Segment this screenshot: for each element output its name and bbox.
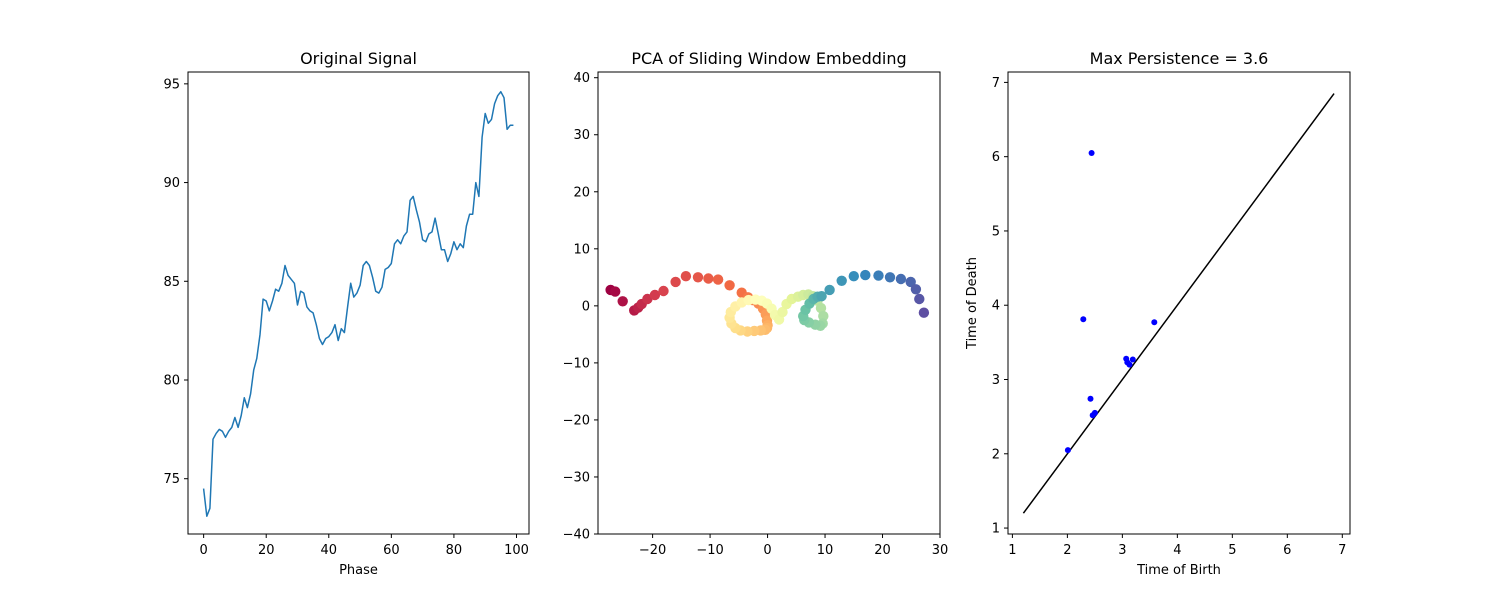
scatter-point bbox=[910, 284, 922, 295]
chart-title: Max Persistence = 3.6 bbox=[1090, 49, 1269, 68]
scatter-point bbox=[895, 273, 907, 285]
chart-title: Original Signal bbox=[300, 49, 417, 68]
x-tick-label: −20 bbox=[639, 543, 666, 558]
y-tick-label: 1 bbox=[992, 522, 1000, 537]
y-tick-label: 90 bbox=[163, 176, 180, 191]
x-tick-label: 2 bbox=[1063, 543, 1071, 558]
signal-panel: 0 20 40 60 80 100 75 80 85 90 95 Original Signal Pha… bbox=[163, 49, 530, 578]
scatter-point bbox=[703, 273, 714, 284]
scatter-point bbox=[884, 272, 896, 283]
y-tick-label: 0 bbox=[582, 299, 590, 314]
scatter-point bbox=[860, 269, 871, 281]
y-tick-label: 80 bbox=[163, 374, 180, 389]
x-tick-label: 7 bbox=[1338, 543, 1346, 558]
y-tick-label: 5 bbox=[992, 224, 1000, 239]
persistence-point bbox=[1088, 150, 1095, 156]
scatter-point bbox=[873, 270, 884, 281]
scatter-point bbox=[670, 276, 681, 288]
y-tick-label: −40 bbox=[563, 528, 590, 543]
x-tick-label: 30 bbox=[932, 543, 949, 558]
x-tick-label: 20 bbox=[258, 543, 275, 558]
y-tick-label: −20 bbox=[563, 413, 590, 428]
pca-panel: −20 −10 0 10 20 30 −40 −30 −20 −10 0 10 20 30 40 PCA of… bbox=[563, 49, 949, 558]
y-tick-label: −30 bbox=[563, 470, 590, 485]
scatter-point bbox=[724, 280, 735, 291]
plot-area bbox=[202, 90, 514, 517]
y-tick-label: 85 bbox=[163, 275, 180, 290]
y-tick-label: 2 bbox=[992, 447, 1000, 462]
persistence-point bbox=[1126, 361, 1133, 368]
x-tick-label: 0 bbox=[763, 543, 771, 558]
scatter-point bbox=[815, 302, 827, 314]
chart-title: PCA of Sliding Window Embedding bbox=[631, 49, 906, 68]
scatter-point bbox=[610, 286, 621, 297]
persistence-point bbox=[1151, 319, 1158, 326]
diagonal-line bbox=[1022, 93, 1335, 514]
x-tick-label: 60 bbox=[383, 543, 400, 558]
scatter-point bbox=[649, 289, 661, 301]
scatter-point bbox=[914, 293, 925, 305]
scatter-point bbox=[918, 307, 930, 318]
y-tick-label: 30 bbox=[573, 128, 590, 143]
scatter-point bbox=[824, 284, 835, 296]
y-tick-label: 6 bbox=[992, 150, 1000, 165]
x-tick-label: 10 bbox=[817, 543, 834, 558]
x-tick-label: 100 bbox=[504, 543, 529, 558]
x-tick-label: 3 bbox=[1118, 543, 1126, 558]
y-tick-label: 95 bbox=[163, 77, 180, 92]
y-tick-label: 4 bbox=[992, 299, 1000, 314]
x-tick-label: 4 bbox=[1173, 543, 1181, 558]
scatter-point bbox=[818, 310, 829, 322]
x-tick-label: 0 bbox=[200, 543, 208, 558]
plot-area bbox=[605, 269, 930, 337]
x-axis-label: Phase bbox=[339, 563, 378, 578]
scatter-point bbox=[905, 276, 916, 288]
persistence-point bbox=[1087, 395, 1094, 402]
scatter-point bbox=[617, 296, 628, 307]
scatter-point bbox=[680, 271, 692, 282]
x-tick-label: 6 bbox=[1283, 543, 1291, 558]
scatter-point bbox=[712, 274, 724, 285]
y-tick-label: −10 bbox=[563, 356, 590, 371]
persistence-point bbox=[1064, 447, 1071, 454]
y-tick-label: 75 bbox=[163, 472, 180, 487]
scatter-point bbox=[836, 275, 847, 286]
x-axis-label: Time of Birth bbox=[1136, 563, 1221, 578]
scatter-point bbox=[692, 272, 704, 283]
y-tick-label: 7 bbox=[992, 76, 1000, 91]
scatter-point bbox=[777, 306, 788, 318]
plot-area bbox=[1022, 93, 1335, 514]
x-tick-label: 80 bbox=[446, 543, 463, 558]
scatter-point bbox=[848, 271, 859, 282]
persistence-panel: 1 2 3 4 5 6 7 1 2 3 4 5 6 7 Max Persistence = 3.6 Time … bbox=[965, 49, 1351, 578]
y-tick-label: 3 bbox=[992, 373, 1000, 388]
y-tick-label: 40 bbox=[573, 71, 590, 86]
x-tick-label: −10 bbox=[696, 543, 723, 558]
y-tick-label: 20 bbox=[573, 185, 590, 200]
x-tick-label: 20 bbox=[874, 543, 891, 558]
signal-line bbox=[202, 90, 514, 517]
scatter-point bbox=[658, 285, 669, 297]
scatter-point bbox=[816, 291, 827, 302]
x-tick-label: 5 bbox=[1228, 543, 1236, 558]
y-axis-label: Time of Death bbox=[965, 257, 980, 350]
persistence-point bbox=[1089, 412, 1096, 419]
x-tick-label: 40 bbox=[321, 543, 338, 558]
persistence-point bbox=[1129, 356, 1136, 363]
x-tick-label: 1 bbox=[1008, 543, 1016, 558]
axes-frame bbox=[597, 71, 941, 535]
axes-frame bbox=[187, 71, 530, 535]
y-tick-label: 10 bbox=[573, 242, 590, 257]
axes-frame bbox=[1007, 71, 1351, 535]
persistence-point bbox=[1080, 316, 1087, 323]
